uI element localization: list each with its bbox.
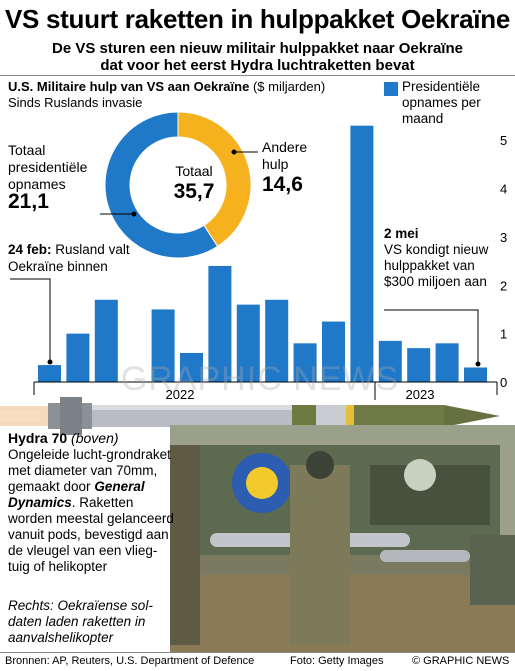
- soldiers-photo: [170, 425, 515, 653]
- hydra-name-note: (boven): [71, 430, 119, 446]
- bar-1: [38, 365, 61, 382]
- bar-14: [407, 348, 431, 382]
- donut-total-label: Totaal: [175, 163, 213, 179]
- may-annotation: 2 mei VS kondigt nieuw hulppakket van $30…: [384, 226, 496, 290]
- hydra-desc-part1: Ongeleide lucht-grondraket met diameter …: [8, 447, 171, 494]
- bar-12: [350, 125, 374, 382]
- hydra-maker: General Dynamics: [8, 479, 145, 510]
- page-title: VS stuurt raketten in hulppakket Oekraïn…: [5, 4, 510, 34]
- bar-11: [322, 321, 345, 382]
- chart-heading-units: ($ miljarden): [252, 79, 326, 94]
- bar-6: [180, 352, 203, 382]
- bar-16: [464, 367, 487, 382]
- subtitle-line-1: De VS sturen een nieuw militair hulppakk…: [52, 40, 463, 57]
- subtitle-line-2: dat voor het eerst Hydra luchtraketten b…: [100, 57, 415, 74]
- donut-slice-other: [177, 111, 252, 248]
- bar-15: [435, 343, 459, 382]
- legend-label: Presidentiële opnames per maand: [402, 79, 481, 126]
- other-aid-label: Andere hulp: [262, 139, 308, 172]
- bar-13: [378, 340, 402, 382]
- may-annotation-line: [384, 309, 479, 364]
- donut-chart: [104, 111, 252, 259]
- y-tick-label-3: 3: [500, 230, 507, 245]
- feb-annotation-dot: [47, 359, 53, 365]
- bar-3: [94, 299, 118, 382]
- feb-annotation-date: 24 feb:: [8, 242, 52, 257]
- y-tick-label-0: 0: [500, 375, 507, 390]
- x-label-2022: 2022: [166, 387, 195, 402]
- hydra-heading: Hydra 70 (boven): [8, 430, 119, 446]
- footer-sources: Bronnen: AP, Reuters, U.S. Department of…: [5, 655, 255, 667]
- may-annotation-text: VS kondigt nieuw hulppakket van $300 mil…: [384, 242, 489, 289]
- footer-brand: © GRAPHIC NEWS: [412, 655, 510, 667]
- hydra-description: Ongeleide lucht-grondraket met diameter …: [8, 447, 174, 575]
- chart-heading-title: U.S. Militaire hulp van VS aan Oekraïne: [8, 79, 250, 94]
- header-divider: [0, 75, 515, 76]
- chart-heading: U.S. Militaire hulp van VS aan Oekraïne …: [8, 79, 325, 94]
- x-label-2023: 2023: [406, 387, 435, 402]
- bar-2: [66, 333, 90, 382]
- bar-5: [151, 309, 175, 382]
- footer-divider: [0, 652, 515, 653]
- y-tick-label-4: 4: [500, 182, 507, 197]
- donut-total-value: 35,7: [173, 180, 215, 203]
- chart-subheading: Sinds Ruslands invasie: [8, 95, 143, 110]
- may-annotation-date: 2 mei: [384, 226, 419, 241]
- watermark: GRAPHIC NEWS: [120, 360, 400, 398]
- hydra-rocket-illustration: [0, 397, 500, 435]
- bar-7: [208, 265, 232, 382]
- y-tick-label-2: 2: [500, 278, 507, 293]
- bar-8: [236, 304, 260, 382]
- may-annotation-dot: [475, 361, 481, 367]
- feb-annotation-text: Rusland valt Oekraïne binnen: [8, 242, 130, 274]
- photo-caption: Rechts: Oekraïense sol­daten laden raket…: [8, 598, 153, 645]
- y-tick-label-1: 1: [500, 327, 507, 342]
- feb-annotation: 24 feb: Rusland valt Oekraïne binnen: [8, 241, 178, 275]
- hydra-desc-part2: . Raketten worden meestal gelanceerd van…: [8, 495, 174, 574]
- presidential-label: Totaal presidentiële opnames: [8, 142, 88, 192]
- presidential-leader-dot: [131, 211, 137, 217]
- photo-illustration: [170, 425, 515, 653]
- presidential-value: 21,1: [8, 190, 49, 213]
- other-leader-dot: [231, 149, 237, 155]
- hydra-name: Hydra 70: [8, 430, 68, 446]
- legend-swatch: [384, 82, 398, 96]
- bar-10: [293, 343, 317, 382]
- bar-9: [265, 299, 289, 382]
- donut-slice-presidential: [104, 111, 219, 259]
- y-tick-label-5: 5: [500, 133, 507, 148]
- other-aid-value: 14,6: [262, 173, 303, 196]
- footer-photo-credit: Foto: Getty Images: [290, 655, 384, 667]
- feb-annotation-line: [10, 278, 51, 362]
